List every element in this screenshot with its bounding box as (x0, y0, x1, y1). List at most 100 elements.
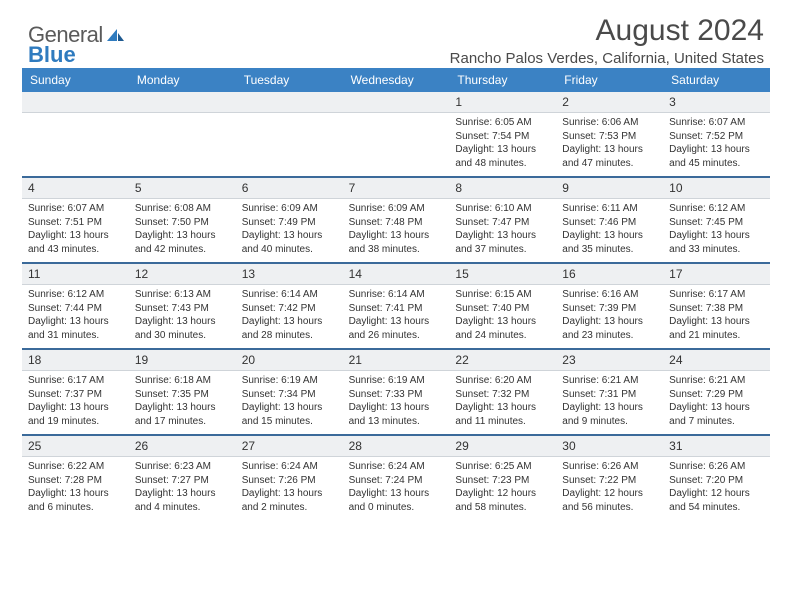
daylight-text: Daylight: 13 hours and 2 minutes. (242, 487, 337, 514)
day-cell: 21Sunrise: 6:19 AMSunset: 7:33 PMDayligh… (343, 350, 450, 434)
daylight-text: Daylight: 13 hours and 40 minutes. (242, 229, 337, 256)
sunset-text: Sunset: 7:33 PM (349, 388, 444, 402)
sunset-text: Sunset: 7:50 PM (135, 216, 230, 230)
daylight-text: Daylight: 13 hours and 15 minutes. (242, 401, 337, 428)
day-details: Sunrise: 6:18 AMSunset: 7:35 PMDaylight:… (135, 374, 230, 428)
week-row: 4 Sunrise: 6:07 AMSunset: 7:51 PMDaylight… (22, 176, 770, 262)
sunrise-text: Sunrise: 6:06 AM (562, 116, 657, 130)
daylight-text: Daylight: 13 hours and 38 minutes. (349, 229, 444, 256)
sunrise-text: Sunrise: 6:17 AM (28, 374, 123, 388)
day-number: 14 (343, 264, 450, 285)
day-cell: 3Sunrise: 6:07 AMSunset: 7:52 PMDaylight… (663, 92, 770, 176)
daylight-text: Daylight: 13 hours and 28 minutes. (242, 315, 337, 342)
day-details: Sunrise: 6:20 AMSunset: 7:32 PMDaylight:… (455, 374, 550, 428)
day-number: 6 (236, 178, 343, 199)
sunset-text: Sunset: 7:48 PM (349, 216, 444, 230)
sunset-text: Sunset: 7:47 PM (455, 216, 550, 230)
day-cell (236, 92, 343, 176)
day-number: 13 (236, 264, 343, 285)
week-row: 1Sunrise: 6:05 AMSunset: 7:54 PMDaylight… (22, 92, 770, 176)
daylight-text: Daylight: 13 hours and 48 minutes. (455, 143, 550, 170)
weekday-header: Wednesday (343, 68, 450, 92)
daylight-text: Daylight: 13 hours and 7 minutes. (669, 401, 764, 428)
day-details: Sunrise: 6:25 AMSunset: 7:23 PMDaylight:… (455, 460, 550, 514)
sunrise-text: Sunrise: 6:12 AM (28, 288, 123, 302)
day-number: 18 (22, 350, 129, 371)
sunrise-text: Sunrise: 6:05 AM (455, 116, 550, 130)
day-details: Sunrise: 6:07 AMSunset: 7:51 PMDaylight:… (28, 202, 123, 256)
day-number: 17 (663, 264, 770, 285)
weekday-header: Friday (556, 68, 663, 92)
day-cell: 30Sunrise: 6:26 AMSunset: 7:22 PMDayligh… (556, 436, 663, 520)
daylight-text: Daylight: 13 hours and 17 minutes. (135, 401, 230, 428)
day-cell: 5Sunrise: 6:08 AMSunset: 7:50 PMDaylight… (129, 178, 236, 262)
day-details: Sunrise: 6:23 AMSunset: 7:27 PMDaylight:… (135, 460, 230, 514)
day-details: Sunrise: 6:17 AMSunset: 7:38 PMDaylight:… (669, 288, 764, 342)
weeks-container: 1Sunrise: 6:05 AMSunset: 7:54 PMDaylight… (22, 92, 770, 520)
day-number: 30 (556, 436, 663, 457)
daylight-text: Daylight: 13 hours and 30 minutes. (135, 315, 230, 342)
daylight-text: Daylight: 13 hours and 19 minutes. (28, 401, 123, 428)
weekday-header: Sunday (22, 68, 129, 92)
daylight-text: Daylight: 13 hours and 11 minutes. (455, 401, 550, 428)
day-details: Sunrise: 6:16 AMSunset: 7:39 PMDaylight:… (562, 288, 657, 342)
day-number: 22 (449, 350, 556, 371)
day-number (343, 92, 450, 113)
daylight-text: Daylight: 13 hours and 13 minutes. (349, 401, 444, 428)
sunset-text: Sunset: 7:44 PM (28, 302, 123, 316)
day-number (22, 92, 129, 113)
day-cell: 2Sunrise: 6:06 AMSunset: 7:53 PMDaylight… (556, 92, 663, 176)
day-number: 9 (556, 178, 663, 199)
day-cell: 14 Sunrise: 6:14 AMSunset: 7:41 PMDayligh… (343, 264, 450, 348)
logo-sail-icon (105, 27, 125, 48)
daylight-text: Daylight: 13 hours and 31 minutes. (28, 315, 123, 342)
sunrise-text: Sunrise: 6:20 AM (455, 374, 550, 388)
daylight-text: Daylight: 13 hours and 47 minutes. (562, 143, 657, 170)
sunset-text: Sunset: 7:42 PM (242, 302, 337, 316)
day-cell: 25Sunrise: 6:22 AMSunset: 7:28 PMDayligh… (22, 436, 129, 520)
day-number: 10 (663, 178, 770, 199)
daylight-text: Daylight: 13 hours and 26 minutes. (349, 315, 444, 342)
sunset-text: Sunset: 7:43 PM (135, 302, 230, 316)
day-number: 24 (663, 350, 770, 371)
day-details: Sunrise: 6:17 AMSunset: 7:37 PMDaylight:… (28, 374, 123, 428)
day-details: Sunrise: 6:14 AMSunset: 7:41 PMDaylight:… (349, 288, 444, 342)
sunrise-text: Sunrise: 6:14 AM (349, 288, 444, 302)
sunset-text: Sunset: 7:52 PM (669, 130, 764, 144)
day-number: 4 (22, 178, 129, 199)
sunset-text: Sunset: 7:27 PM (135, 474, 230, 488)
day-cell: 12Sunrise: 6:13 AMSunset: 7:43 PMDayligh… (129, 264, 236, 348)
daylight-text: Daylight: 12 hours and 54 minutes. (669, 487, 764, 514)
sunset-text: Sunset: 7:41 PM (349, 302, 444, 316)
sunset-text: Sunset: 7:54 PM (455, 130, 550, 144)
day-number: 19 (129, 350, 236, 371)
day-details: Sunrise: 6:07 AMSunset: 7:52 PMDaylight:… (669, 116, 764, 170)
day-details: Sunrise: 6:05 AMSunset: 7:54 PMDaylight:… (455, 116, 550, 170)
day-cell: 23Sunrise: 6:21 AMSunset: 7:31 PMDayligh… (556, 350, 663, 434)
day-cell: 16Sunrise: 6:16 AMSunset: 7:39 PMDayligh… (556, 264, 663, 348)
sunset-text: Sunset: 7:53 PM (562, 130, 657, 144)
day-number: 7 (343, 178, 450, 199)
day-cell: 26Sunrise: 6:23 AMSunset: 7:27 PMDayligh… (129, 436, 236, 520)
sunrise-text: Sunrise: 6:15 AM (455, 288, 550, 302)
page-header: General Blue August 2024 Rancho Palos Ve… (0, 0, 792, 68)
day-cell: 1Sunrise: 6:05 AMSunset: 7:54 PMDaylight… (449, 92, 556, 176)
sunrise-text: Sunrise: 6:19 AM (349, 374, 444, 388)
sunset-text: Sunset: 7:29 PM (669, 388, 764, 402)
calendar: Sunday Monday Tuesday Wednesday Thursday… (22, 68, 770, 520)
day-details: Sunrise: 6:15 AMSunset: 7:40 PMDaylight:… (455, 288, 550, 342)
day-number: 23 (556, 350, 663, 371)
week-row: 25Sunrise: 6:22 AMSunset: 7:28 PMDayligh… (22, 434, 770, 520)
day-cell: 19 Sunrise: 6:18 AMSunset: 7:35 PMDayligh… (129, 350, 236, 434)
sunrise-text: Sunrise: 6:10 AM (455, 202, 550, 216)
day-cell: 15Sunrise: 6:15 AMSunset: 7:40 PMDayligh… (449, 264, 556, 348)
day-number: 5 (129, 178, 236, 199)
daylight-text: Daylight: 13 hours and 45 minutes. (669, 143, 764, 170)
sunrise-text: Sunrise: 6:26 AM (562, 460, 657, 474)
daylight-text: Daylight: 13 hours and 6 minutes. (28, 487, 123, 514)
day-details: Sunrise: 6:22 AMSunset: 7:28 PMDaylight:… (28, 460, 123, 514)
day-cell: 22 Sunrise: 6:20 AMSunset: 7:32 PMDayligh… (449, 350, 556, 434)
sunset-text: Sunset: 7:37 PM (28, 388, 123, 402)
day-cell: 29Sunrise: 6:25 AMSunset: 7:23 PMDayligh… (449, 436, 556, 520)
daylight-text: Daylight: 13 hours and 43 minutes. (28, 229, 123, 256)
